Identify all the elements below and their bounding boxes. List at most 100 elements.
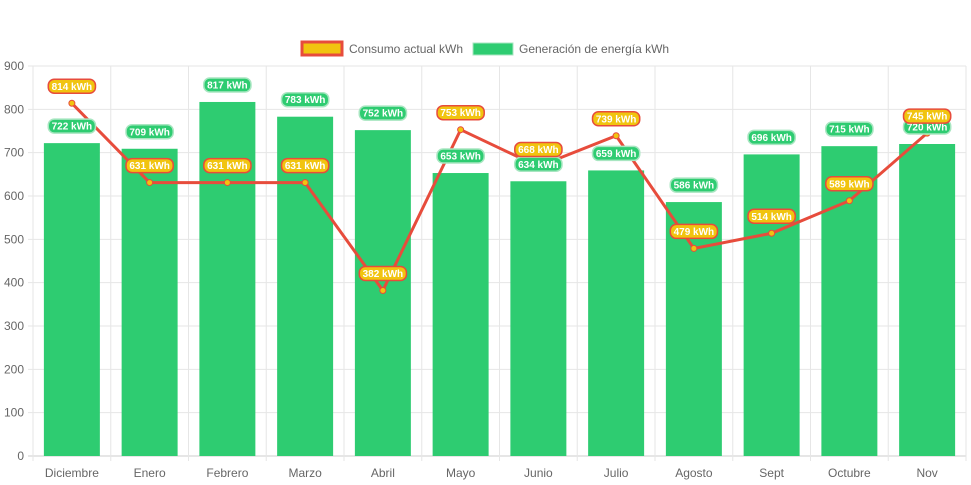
bar-data-label-text: 817 kWh (207, 80, 248, 91)
line-data-label-text: 745 kWh (907, 112, 948, 123)
line-point[interactable] (379, 286, 387, 294)
bar-data-label-text: 715 kWh (829, 125, 870, 136)
line-point[interactable] (223, 179, 231, 187)
data-labels: 722 kWh 709 kWh 817 kWh 783 kWh 752 kWh 653 k… (47, 77, 952, 282)
grid: 0 100 200 300 400 500 600 700 800 900 Diciembre Ene… (4, 59, 967, 480)
bar-data-label: 752 kWh (358, 105, 408, 121)
bar-data-label: 722 kWh (47, 118, 97, 134)
bar-data-label-text: 659 kWh (596, 149, 637, 160)
y-tick-label: 300 (4, 319, 24, 333)
x-tick-label: Enero (134, 466, 166, 480)
legend-label-consumo[interactable]: Consumo actual kWh (349, 42, 463, 56)
line-data-label-text: 382 kWh (363, 269, 404, 280)
line-point[interactable] (457, 126, 465, 134)
bar-sept[interactable] (743, 154, 800, 456)
bar-data-label-text: 783 kWh (285, 95, 326, 106)
line-point[interactable] (146, 179, 154, 187)
line-data-label-text: 479 kWh (674, 227, 715, 238)
line-data-label-text: 753 kWh (440, 108, 481, 119)
bar-data-label-text: 752 kWh (363, 109, 404, 120)
bar-junio[interactable] (510, 181, 567, 456)
line-data-label: 814 kWh (47, 78, 97, 95)
x-tick-label: Octubre (828, 466, 871, 480)
bar-data-label-text: 634 kWh (518, 160, 559, 171)
bar-julio[interactable] (588, 170, 645, 456)
line-point[interactable] (845, 197, 853, 205)
x-tick-label: Nov (916, 466, 937, 480)
bar-data-label: 817 kWh (203, 77, 252, 93)
line-data-label: 589 kWh (825, 176, 874, 192)
bar-data-label-text: 696 kWh (751, 133, 792, 144)
line-data-label: 479 kWh (669, 223, 719, 240)
y-tick-label: 900 (4, 59, 24, 73)
line-point[interactable] (301, 179, 309, 187)
bar-data-label: 715 kWh (825, 121, 874, 137)
y-tick-label: 800 (4, 102, 24, 116)
x-tick-label: Julio (604, 466, 629, 480)
y-tick-label: 700 (4, 146, 24, 160)
line-data-label: 753 kWh (436, 104, 485, 121)
bar-agosto[interactable] (665, 202, 722, 456)
line-data-label: 668 kWh (514, 141, 563, 158)
bar-data-label: 783 kWh (280, 91, 330, 108)
y-tick-label: 100 (4, 406, 24, 420)
line-data-label: 382 kWh (358, 265, 408, 282)
bars (43, 101, 956, 457)
bar-diciembre[interactable] (43, 143, 100, 456)
line-point[interactable] (768, 229, 776, 237)
line-data-label: 739 kWh (591, 111, 641, 127)
bar-data-label: 586 kWh (669, 177, 719, 193)
x-tick-label: Mayo (446, 466, 476, 480)
line-data-label: 514 kWh (747, 208, 796, 225)
x-tick-label: Diciembre (45, 466, 99, 480)
bar-data-label-text: 586 kWh (674, 181, 715, 192)
line-data-label: 631 kWh (125, 157, 174, 174)
line-data-label-text: 668 kWh (518, 145, 559, 156)
line-data-label: 631 kWh (203, 157, 252, 174)
bar-mayo[interactable] (432, 173, 489, 457)
line-data-label-text: 631 kWh (129, 161, 170, 172)
legend-swatch-generacion[interactable] (472, 42, 514, 56)
y-tick-label: 0 (17, 449, 24, 463)
x-tick-label: Abril (371, 466, 395, 480)
bar-octubre[interactable] (821, 146, 878, 456)
line-series (68, 99, 931, 294)
legend[interactable]: Consumo actual kWh Generación de energía… (300, 40, 669, 57)
line-data-label-text: 631 kWh (285, 161, 326, 172)
bar-febrero[interactable] (199, 101, 256, 456)
line-data-label-text: 514 kWh (751, 212, 792, 223)
line-data-label-text: 589 kWh (829, 179, 870, 190)
y-tick-label: 500 (4, 232, 24, 246)
line-point[interactable] (612, 132, 620, 140)
legend-label-generacion[interactable]: Generación de energía kWh (519, 42, 669, 56)
line-data-label-text: 814 kWh (52, 82, 93, 93)
bar-data-label-text: 653 kWh (440, 152, 481, 163)
bar-data-label-text: 722 kWh (52, 122, 93, 133)
x-tick-label: Sept (759, 466, 784, 480)
y-tick-label: 600 (4, 189, 24, 203)
x-tick-label: Agosto (675, 466, 713, 480)
bar-data-label: 709 kWh (125, 124, 174, 140)
y-tick-label: 200 (4, 362, 24, 376)
line-point[interactable] (68, 99, 76, 107)
x-tick-label: Marzo (288, 466, 322, 480)
x-tick-label: Junio (524, 466, 553, 480)
bar-enero[interactable] (121, 148, 178, 456)
bar-data-label: 653 kWh (436, 148, 485, 164)
x-tick-label: Febrero (206, 466, 248, 480)
bar-data-label: 659 kWh (591, 145, 641, 162)
line-data-label-text: 739 kWh (596, 114, 637, 125)
legend-swatch-consumo[interactable] (300, 40, 344, 57)
line-data-label: 745 kWh (902, 108, 952, 124)
line-point[interactable] (690, 244, 698, 252)
y-tick-label: 400 (4, 276, 24, 290)
bar-data-label: 634 kWh (514, 156, 563, 173)
line-data-label-text: 631 kWh (207, 161, 248, 172)
line-data-label: 631 kWh (280, 157, 330, 174)
bar-data-label-text: 720 kWh (907, 123, 948, 134)
consumo-line (70, 102, 929, 294)
bar-data-label-text: 709 kWh (129, 127, 170, 138)
bar-data-label: 696 kWh (747, 129, 796, 146)
bar-nov[interactable] (899, 144, 956, 456)
